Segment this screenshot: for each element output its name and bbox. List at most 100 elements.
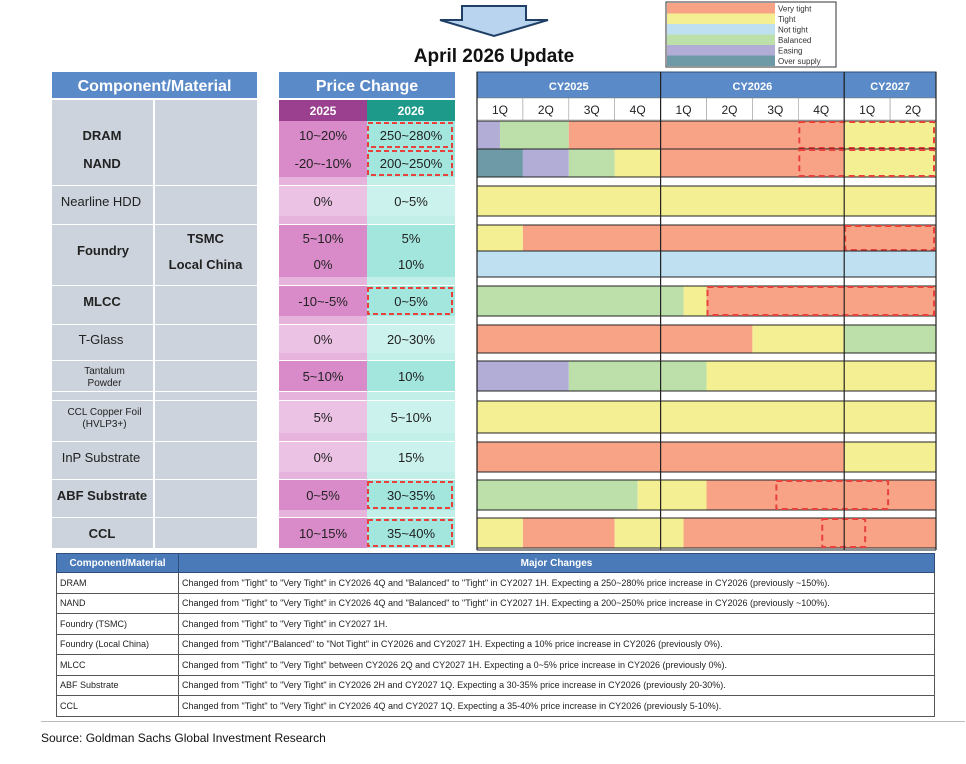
row-spacer	[52, 177, 153, 185]
price-2025-cell	[279, 225, 367, 251]
row-spacer	[279, 392, 367, 400]
status-segment-very-tight	[660, 149, 799, 177]
price-2025-value: 5%	[314, 410, 333, 425]
row-spacer	[155, 433, 257, 441]
row-spacer	[279, 277, 367, 285]
year-2026-header	[367, 100, 455, 121]
price-2026-value: 250~280%	[380, 128, 443, 143]
status-segment-balanced	[477, 480, 638, 510]
status-segment-balanced	[477, 286, 684, 316]
price-2025-value: -20~-10%	[295, 156, 352, 171]
row-spacer	[367, 316, 455, 324]
row-spacer	[155, 471, 257, 479]
status-segment-tight	[683, 286, 707, 316]
price-2026-cell	[367, 225, 455, 251]
changes-row: CCL Changed from "Tight" to "Very Tight" …	[56, 695, 935, 717]
price-2026-cell	[367, 480, 455, 510]
status-segment-very-tight	[706, 286, 936, 316]
row-spacer	[155, 316, 257, 324]
component-name: T-Glass	[79, 332, 124, 347]
status-segment-tight	[844, 121, 936, 149]
major-changes-table: Component/Material Major Changes DRAM Cha…	[56, 553, 935, 717]
year-2026-label: 2026	[398, 104, 425, 118]
price-2025-cell	[279, 401, 367, 433]
price-2026-value: 0~5%	[394, 294, 428, 309]
component-subheader	[52, 100, 153, 121]
price-2026-cell	[367, 149, 455, 177]
status-segment-over-supply	[477, 149, 523, 177]
status-segment-very-tight	[683, 518, 936, 548]
status-segment-very-tight	[660, 121, 799, 149]
component-sub-cell	[155, 361, 257, 391]
quarter-label: 4Q	[813, 103, 829, 117]
status-segment-very-tight	[798, 149, 845, 177]
year-label: CY2026	[733, 81, 773, 93]
row-spacer	[279, 177, 367, 185]
quarter-label: 1Q	[492, 103, 508, 117]
component-cell	[52, 518, 153, 548]
price-2025-cell	[279, 325, 367, 353]
status-segment-balanced	[568, 149, 615, 177]
status-segment-tight	[752, 325, 845, 353]
price-2026-value: 200~250%	[380, 156, 443, 171]
year-header-cy2026	[660, 71, 845, 99]
component-cell	[52, 121, 153, 149]
changes-component: NAND	[56, 592, 179, 614]
row-spacer	[52, 277, 153, 285]
legend-swatch-easing	[667, 45, 775, 56]
row-spacer	[367, 216, 455, 224]
price-2026-value: 0~5%	[394, 194, 428, 209]
legend-swatch-very-tight	[667, 3, 775, 14]
price-2026-cell	[367, 442, 455, 472]
component-cell	[52, 149, 153, 177]
legend-label: Easing	[778, 47, 802, 56]
legend-label: Over supply	[778, 57, 821, 66]
row-spacer	[279, 433, 367, 441]
component-cell	[52, 442, 153, 472]
year-2025-header	[279, 100, 367, 121]
component-name-line2: (HVLP3+)	[82, 419, 126, 430]
price-2025-value: 10~15%	[299, 526, 348, 541]
changes-row: Foundry (Local China) Changed from "Tight…	[56, 633, 935, 655]
changes-text: Changed from "Tight" to "Very Tight" in …	[178, 592, 935, 614]
component-name: Nearline HDD	[61, 194, 141, 209]
price-2026-value: 5~10%	[391, 410, 432, 425]
component-name: InP Substrate	[62, 450, 141, 465]
component-name: NAND	[83, 156, 121, 171]
quarter-label: 4Q	[630, 103, 646, 117]
price-2025-value: 5~10%	[303, 231, 344, 246]
price-2026-cell	[367, 325, 455, 353]
price-2026-highlight	[367, 481, 453, 509]
price-change-header-label: Price Change	[316, 78, 418, 95]
component-sub-cell	[155, 286, 257, 316]
component-cell	[52, 480, 153, 510]
row-spacer	[279, 471, 367, 479]
changes-row: ABF Substrate Changed from "Tight" to "Ve…	[56, 674, 935, 696]
status-segment-tight	[477, 225, 523, 251]
legend-swatch-not-tight	[667, 24, 775, 35]
year-label: CY2025	[549, 81, 589, 93]
row-spacer	[155, 352, 257, 360]
component-sub-cell	[155, 121, 257, 149]
status-segment-very-tight	[522, 518, 615, 548]
component-sub-cell	[155, 480, 257, 510]
price-2025-value: 0~5%	[306, 488, 340, 503]
price-2025-cell	[279, 442, 367, 472]
price-2026-cell	[367, 186, 455, 216]
change-highlight	[844, 225, 936, 251]
divider	[41, 721, 965, 722]
price-2025-cell	[279, 186, 367, 216]
changes-component: ABF Substrate	[56, 674, 179, 696]
status-segment-very-tight	[706, 480, 936, 510]
component-sub-cell	[155, 251, 257, 277]
status-segment-tight	[477, 186, 936, 216]
status-segment-very-tight	[568, 121, 661, 149]
row-spacer	[367, 177, 455, 185]
source-note: Source: Goldman Sachs Global Investment …	[41, 731, 326, 745]
component-cell	[52, 286, 153, 316]
price-2026-value: 30~35%	[387, 488, 436, 503]
price-2026-cell	[367, 518, 455, 548]
price-2025-value: 5~10%	[303, 369, 344, 384]
component-sub-name: TSMC	[187, 231, 224, 246]
